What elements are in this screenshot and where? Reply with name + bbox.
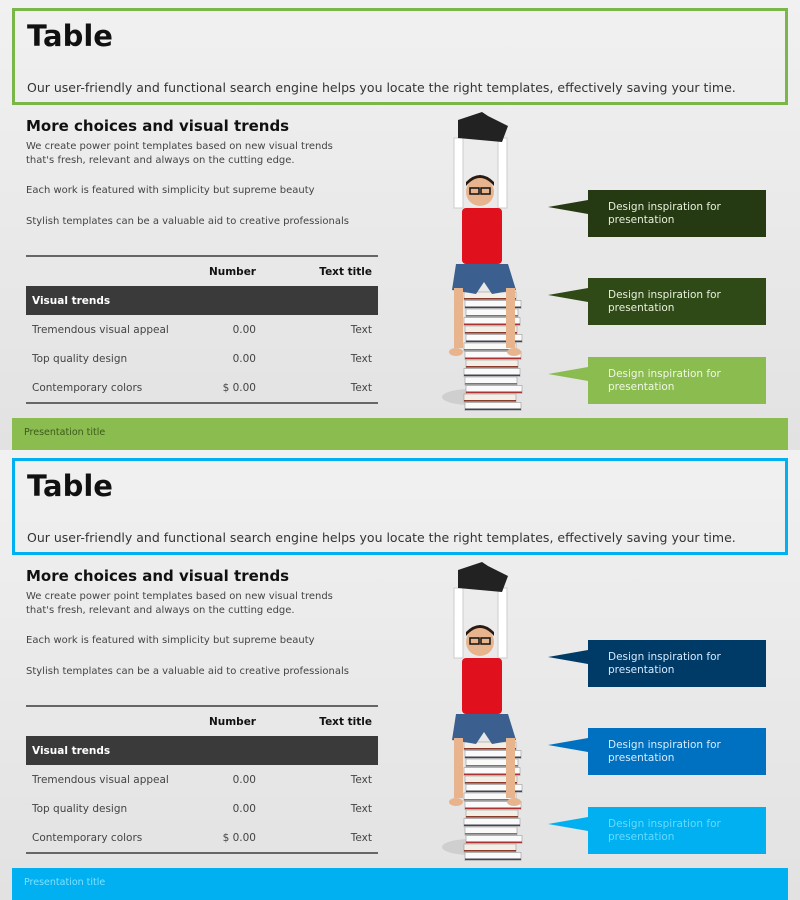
- boy-on-books-image: [440, 112, 540, 412]
- column-header: Text title: [319, 715, 372, 728]
- table-row: Top quality design 0.00 Text: [26, 344, 378, 373]
- table-row: Tremendous visual appeal 0.00 Text: [26, 315, 378, 344]
- footer-text: Presentation title: [24, 427, 106, 438]
- callout-text: Design inspiration for presentation: [608, 738, 721, 764]
- table-cell: Text: [350, 381, 372, 394]
- callout-text: Design inspiration for presentation: [608, 288, 721, 314]
- table-cell: Tremendous visual appeal: [32, 323, 169, 336]
- table-cell: $ 0.00: [222, 831, 256, 844]
- section-heading: More choices and visual trends: [26, 117, 290, 135]
- callout-text: Design inspiration for presentation: [608, 817, 721, 843]
- table-group-row: Visual trends: [26, 736, 378, 765]
- footer-bar: Presentation title: [12, 868, 788, 900]
- table-cell: Contemporary colors: [32, 831, 143, 844]
- callout-box: Design inspiration for presentation: [588, 278, 766, 325]
- table-cell: 0.00: [232, 352, 256, 365]
- table-header-row: Number Text title: [26, 257, 378, 286]
- callout-pointer: [548, 738, 588, 752]
- table-cell: Contemporary colors: [32, 381, 143, 394]
- table-row: Top quality design 0.00 Text: [26, 794, 378, 823]
- callout-text: Design inspiration for presentation: [608, 367, 721, 393]
- table-cell: 0.00: [232, 773, 256, 786]
- column-header: Number: [208, 715, 256, 728]
- paragraph: Each work is featured with simplicity bu…: [26, 635, 315, 646]
- footer-bar: Presentation title: [12, 418, 788, 450]
- callout-box: Design inspiration for presentation: [588, 728, 766, 775]
- table-cell: $ 0.00: [222, 381, 256, 394]
- callout-pointer: [548, 200, 588, 214]
- paragraph: We create power point templates based on…: [26, 591, 333, 616]
- group-label: Visual trends: [32, 294, 111, 307]
- footer-text: Presentation title: [24, 877, 106, 888]
- callout-box: Design inspiration for presentation: [588, 640, 766, 687]
- table-group-row: Visual trends: [26, 286, 378, 315]
- table-cell: Text: [350, 773, 372, 786]
- table-cell: 0.00: [232, 323, 256, 336]
- slide-blue: Table Our user-friendly and functional s…: [0, 450, 800, 900]
- paragraph: We create power point templates based on…: [26, 141, 333, 166]
- callout-box: Design inspiration for presentation: [588, 357, 766, 404]
- paragraph: Stylish templates can be a valuable aid …: [26, 666, 349, 677]
- table-cell: Text: [350, 323, 372, 336]
- table-cell: Text: [350, 352, 372, 365]
- paragraph: Each work is featured with simplicity bu…: [26, 185, 315, 196]
- group-label: Visual trends: [32, 744, 111, 757]
- title-box: Table Our user-friendly and functional s…: [12, 8, 788, 105]
- slide-subtitle: Our user-friendly and functional search …: [27, 80, 736, 95]
- column-header: Number: [208, 265, 256, 278]
- table-cell: Text: [350, 802, 372, 815]
- table-row: Contemporary colors $ 0.00 Text: [26, 823, 378, 852]
- callout-pointer: [548, 288, 588, 302]
- table-cell: Top quality design: [32, 802, 128, 815]
- boy-on-books-image: [440, 562, 540, 862]
- slide-title: Table: [27, 469, 113, 503]
- column-header: Text title: [319, 265, 372, 278]
- callout-text: Design inspiration for presentation: [608, 200, 721, 226]
- data-table: Number Text title Visual trends Tremendou…: [26, 705, 378, 854]
- callout-pointer: [548, 367, 588, 381]
- table-header-row: Number Text title: [26, 707, 378, 736]
- callout-pointer: [548, 650, 588, 664]
- table-cell: 0.00: [232, 802, 256, 815]
- callout-box: Design inspiration for presentation: [588, 190, 766, 237]
- table-cell: Tremendous visual appeal: [32, 773, 169, 786]
- table-cell: Top quality design: [32, 352, 128, 365]
- title-box: Table Our user-friendly and functional s…: [12, 458, 788, 555]
- paragraph: Stylish templates can be a valuable aid …: [26, 216, 349, 227]
- slide-title: Table: [27, 19, 113, 53]
- table-row: Contemporary colors $ 0.00 Text: [26, 373, 378, 402]
- table-row: Tremendous visual appeal 0.00 Text: [26, 765, 378, 794]
- slide-subtitle: Our user-friendly and functional search …: [27, 530, 736, 545]
- slide-green: Table Our user-friendly and functional s…: [0, 0, 800, 450]
- callout-pointer: [548, 817, 588, 831]
- section-heading: More choices and visual trends: [26, 567, 290, 585]
- callout-box: Design inspiration for presentation: [588, 807, 766, 854]
- callout-text: Design inspiration for presentation: [608, 650, 721, 676]
- data-table: Number Text title Visual trends Tremendou…: [26, 255, 378, 404]
- table-cell: Text: [350, 831, 372, 844]
